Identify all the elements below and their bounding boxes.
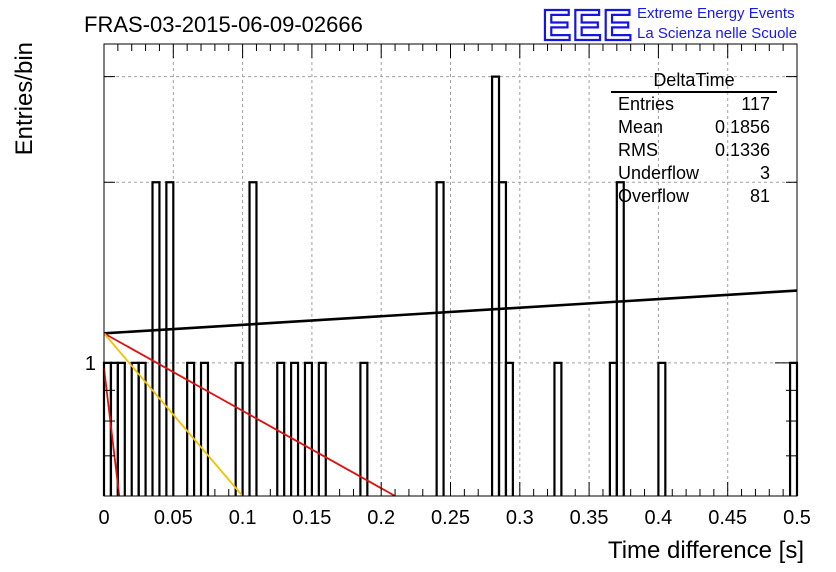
stats-row-value: 81: [750, 186, 770, 206]
grid: [104, 44, 797, 496]
fit-line: [103, 332, 244, 497]
histogram-bin: [248, 181, 258, 496]
fit-line: [103, 368, 121, 497]
x-tick-label: 0.5: [783, 507, 811, 529]
x-axis-label: Time difference [s]: [608, 537, 804, 564]
histogram-bin: [137, 361, 147, 496]
histogram-bin: [359, 361, 369, 496]
eee-logo-line2: La Scienza nelle Scuole: [637, 25, 797, 42]
eee-logo: EEE Extreme Energy Events La Scienza nel…: [541, 0, 797, 51]
x-tick-labels: 0 0.05 0.1 0.15 0.2 0.25 0.3 0.35 0.4 0.45 0.5: [98, 507, 810, 529]
histogram-bin: [303, 361, 313, 496]
histogram: [102, 75, 799, 496]
axis-ticks: [103, 44, 798, 497]
histogram-bin: [317, 361, 327, 496]
x-tick-label: 0: [98, 507, 109, 529]
x-tick-label: 0.45: [708, 507, 747, 529]
x-tick-label: 0.4: [644, 507, 672, 529]
x-tick-label: 0.2: [367, 507, 395, 529]
stats-row-label: Mean: [618, 117, 663, 137]
y-axis-label: Entries/bin: [11, 42, 38, 155]
x-tick-label: 0.35: [570, 507, 609, 529]
stats-row-value: 117: [741, 94, 770, 114]
stats-row-label: Underflow: [618, 163, 700, 183]
x-tick-label: 0.05: [154, 507, 193, 529]
histogram-bin: [116, 361, 126, 496]
x-tick-label: 0.25: [431, 507, 470, 529]
eee-logo-mark: EEE: [542, 1, 633, 50]
histogram-bin: [657, 361, 667, 496]
stats-row-value: 0.1856: [715, 117, 770, 137]
fit-lines: [103, 289, 798, 497]
chart-title: FRAS-03-2015-06-09-02666: [84, 12, 363, 37]
histogram-bin: [199, 361, 210, 496]
histogram-bin: [497, 181, 508, 496]
fit-line: [103, 289, 798, 335]
histogram-bin: [186, 361, 196, 496]
histogram-bin: [165, 181, 175, 496]
histogram-bin: [435, 181, 445, 496]
stats-row-label: Overflow: [618, 186, 690, 206]
histogram-bin: [234, 361, 244, 496]
histogram-bin: [615, 181, 625, 496]
stats-box: DeltaTime Entries 117 Mean 0.1856 RMS 0.1336 U…: [611, 70, 777, 206]
x-tick-label: 0.1: [229, 507, 257, 529]
eee-logo-line1: Extreme Energy Events: [637, 5, 795, 22]
x-tick-label: 0.3: [506, 507, 534, 529]
histogram-bin: [290, 361, 300, 496]
histogram-bin: [788, 361, 799, 496]
y-tick-label: 1: [85, 353, 96, 375]
histogram-bin: [151, 181, 161, 496]
stats-title: DeltaTime: [653, 70, 734, 90]
stats-row-value: 0.1336: [715, 140, 770, 160]
histogram-bin: [276, 361, 286, 496]
histogram-bin: [504, 361, 514, 496]
stats-row-value: 3: [760, 163, 770, 183]
x-tick-label: 0.15: [292, 507, 331, 529]
stats-row-label: Entries: [618, 94, 674, 114]
stats-rows: Entries 117 Mean 0.1856 RMS 0.1336 Underflow 3 O…: [618, 94, 770, 206]
fit-line: [103, 332, 396, 497]
stats-row-label: RMS: [618, 140, 658, 160]
histogram-bin: [553, 361, 563, 496]
